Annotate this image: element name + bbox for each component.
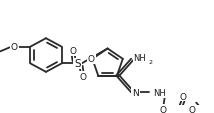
Text: O: O <box>189 105 196 113</box>
Text: 2: 2 <box>148 59 152 64</box>
Text: O: O <box>88 55 95 64</box>
Text: O: O <box>160 105 167 113</box>
Text: O: O <box>11 43 18 52</box>
Text: S: S <box>74 59 81 69</box>
Text: N: N <box>132 88 139 97</box>
Text: O: O <box>79 72 86 81</box>
Text: O: O <box>69 46 76 55</box>
Text: O: O <box>180 92 187 101</box>
Text: NH: NH <box>153 88 166 97</box>
Text: NH: NH <box>133 54 146 63</box>
